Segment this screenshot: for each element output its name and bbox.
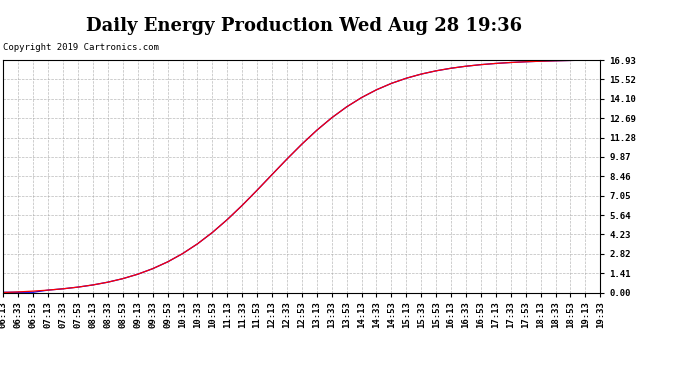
Text: Power Produced OnPeak  (kWh): Power Produced OnPeak (kWh) (460, 38, 596, 47)
Text: Power Produced OffPeak  (kWh): Power Produced OffPeak (kWh) (293, 38, 435, 47)
Text: Copyright 2019 Cartronics.com: Copyright 2019 Cartronics.com (3, 43, 159, 52)
Text: Daily Energy Production Wed Aug 28 19:36: Daily Energy Production Wed Aug 28 19:36 (86, 17, 522, 35)
